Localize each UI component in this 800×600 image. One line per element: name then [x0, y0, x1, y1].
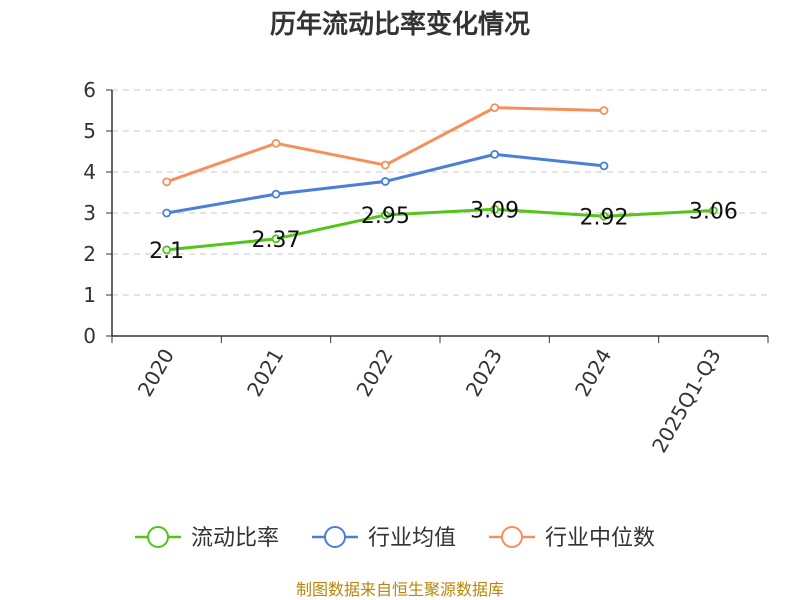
- tick-label-y: 1: [83, 283, 96, 307]
- axes: 0 1 2 3 4 5 6 2020 2021 2022 2023 2024 2025Q1-Q3: [83, 78, 769, 457]
- legend-marker: [324, 526, 346, 548]
- data-point: [708, 206, 718, 215]
- data-point: [599, 106, 609, 115]
- data-point: [490, 103, 500, 113]
- data-label: 2.95: [361, 204, 410, 229]
- series-line-2: [166, 106, 605, 184]
- data-labels: 2.1 2.37 2.95 3.09 2.92 3.06: [149, 198, 738, 264]
- tick-label-x: 2025Q1-Q3: [647, 345, 726, 457]
- legend-label: 行业中位数: [545, 526, 655, 551]
- grid: [112, 89, 768, 296]
- tick-label-y: 0: [83, 324, 96, 348]
- tick-label-y: 6: [83, 78, 96, 102]
- source-note: 制图数据来自恒生聚源数据库: [296, 580, 504, 599]
- tick-label-x: 2024: [570, 345, 616, 401]
- data-point: [599, 211, 609, 221]
- data-label: 2.37: [252, 228, 301, 253]
- legend-marker: [147, 526, 169, 548]
- tick-label-x: 2021: [242, 345, 288, 401]
- chart-title: 历年流动比率变化情况: [270, 9, 530, 40]
- legend-label: 行业均值: [368, 526, 456, 551]
- data-point: [599, 161, 609, 171]
- data-point: [490, 204, 500, 214]
- data-point: [162, 208, 172, 218]
- data-point: [271, 138, 281, 148]
- data-label: 3.09: [470, 198, 519, 223]
- tick-label-x: 2022: [351, 345, 397, 401]
- data-point: [271, 234, 281, 244]
- tick-label-y: 5: [83, 119, 96, 143]
- data-point: [271, 189, 281, 199]
- data-point: [162, 245, 172, 255]
- tick-label-y: 2: [83, 242, 96, 266]
- data-point: [380, 177, 390, 186]
- tick-label-x: 2020: [133, 345, 179, 401]
- data-label: 3.06: [689, 200, 738, 225]
- legend-marker: [501, 526, 523, 548]
- data-point: [490, 149, 500, 159]
- tick-label-y: 3: [83, 201, 96, 225]
- tick-label-x: 2023: [461, 344, 507, 400]
- data-point: [162, 177, 172, 187]
- series-line-0: [166, 207, 714, 252]
- data-point: [380, 210, 390, 220]
- data-point: [380, 160, 390, 170]
- tick-label-y: 4: [83, 160, 96, 184]
- legend-label: 流动比率: [191, 526, 279, 551]
- legend: 流动比率 行业均值 行业中位数: [135, 526, 655, 551]
- data-label: 2.1: [149, 239, 184, 264]
- data-label: 2.92: [580, 205, 629, 230]
- series-area: [162, 103, 718, 255]
